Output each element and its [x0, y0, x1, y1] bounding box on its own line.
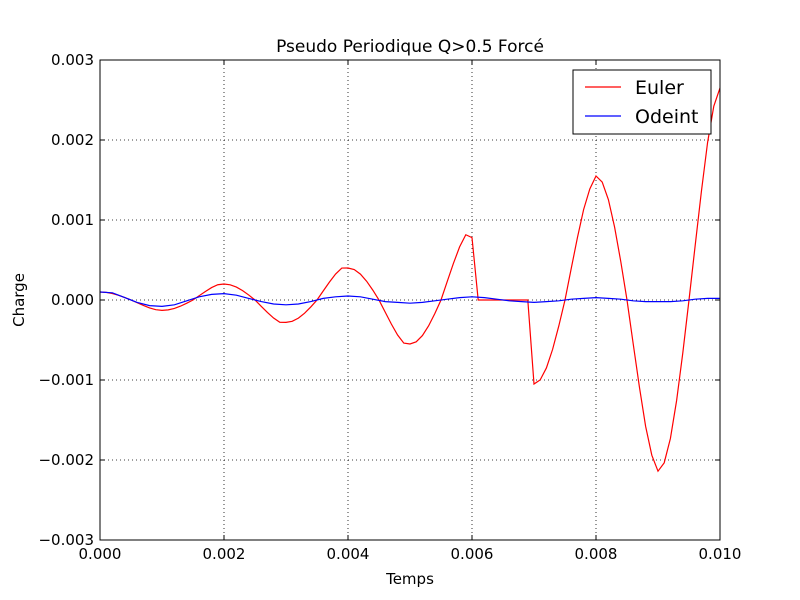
legend-box [572, 69, 712, 135]
y-axis-label: Charge [10, 273, 28, 327]
y-tick-label: −0.003 [38, 531, 94, 549]
y-tick-label: −0.001 [38, 371, 94, 389]
x-tick-label: 0.010 [699, 545, 742, 563]
legend: Euler Odeint [572, 69, 712, 135]
x-tick-label: 0.002 [203, 545, 246, 563]
x-tick-label: 0.004 [327, 545, 370, 563]
grid [100, 60, 720, 540]
series-layer [100, 87, 720, 473]
y-tick-label: 0.002 [51, 131, 94, 149]
y-tick-label: −0.002 [38, 451, 94, 469]
x-tick-label: 0.000 [79, 545, 122, 563]
chart-title: Pseudo Periodique Q>0.5 Forcé [276, 37, 544, 57]
legend-label: Odeint [635, 106, 698, 128]
series-line-euler [100, 87, 720, 473]
legend-label: Euler [635, 77, 684, 99]
x-tick-label: 0.008 [575, 545, 618, 563]
x-axis-label: Temps [385, 570, 434, 588]
y-tick-label: 0.000 [51, 291, 94, 309]
y-tick-label: 0.003 [51, 51, 94, 69]
x-tick-label: 0.006 [451, 545, 494, 563]
series-line-odeint [100, 291, 720, 308]
y-tick-label: 0.001 [51, 211, 94, 229]
ticks: 0.000 0.002 0.004 0.006 0.008 0.010 0.003 0.002… [38, 51, 741, 563]
